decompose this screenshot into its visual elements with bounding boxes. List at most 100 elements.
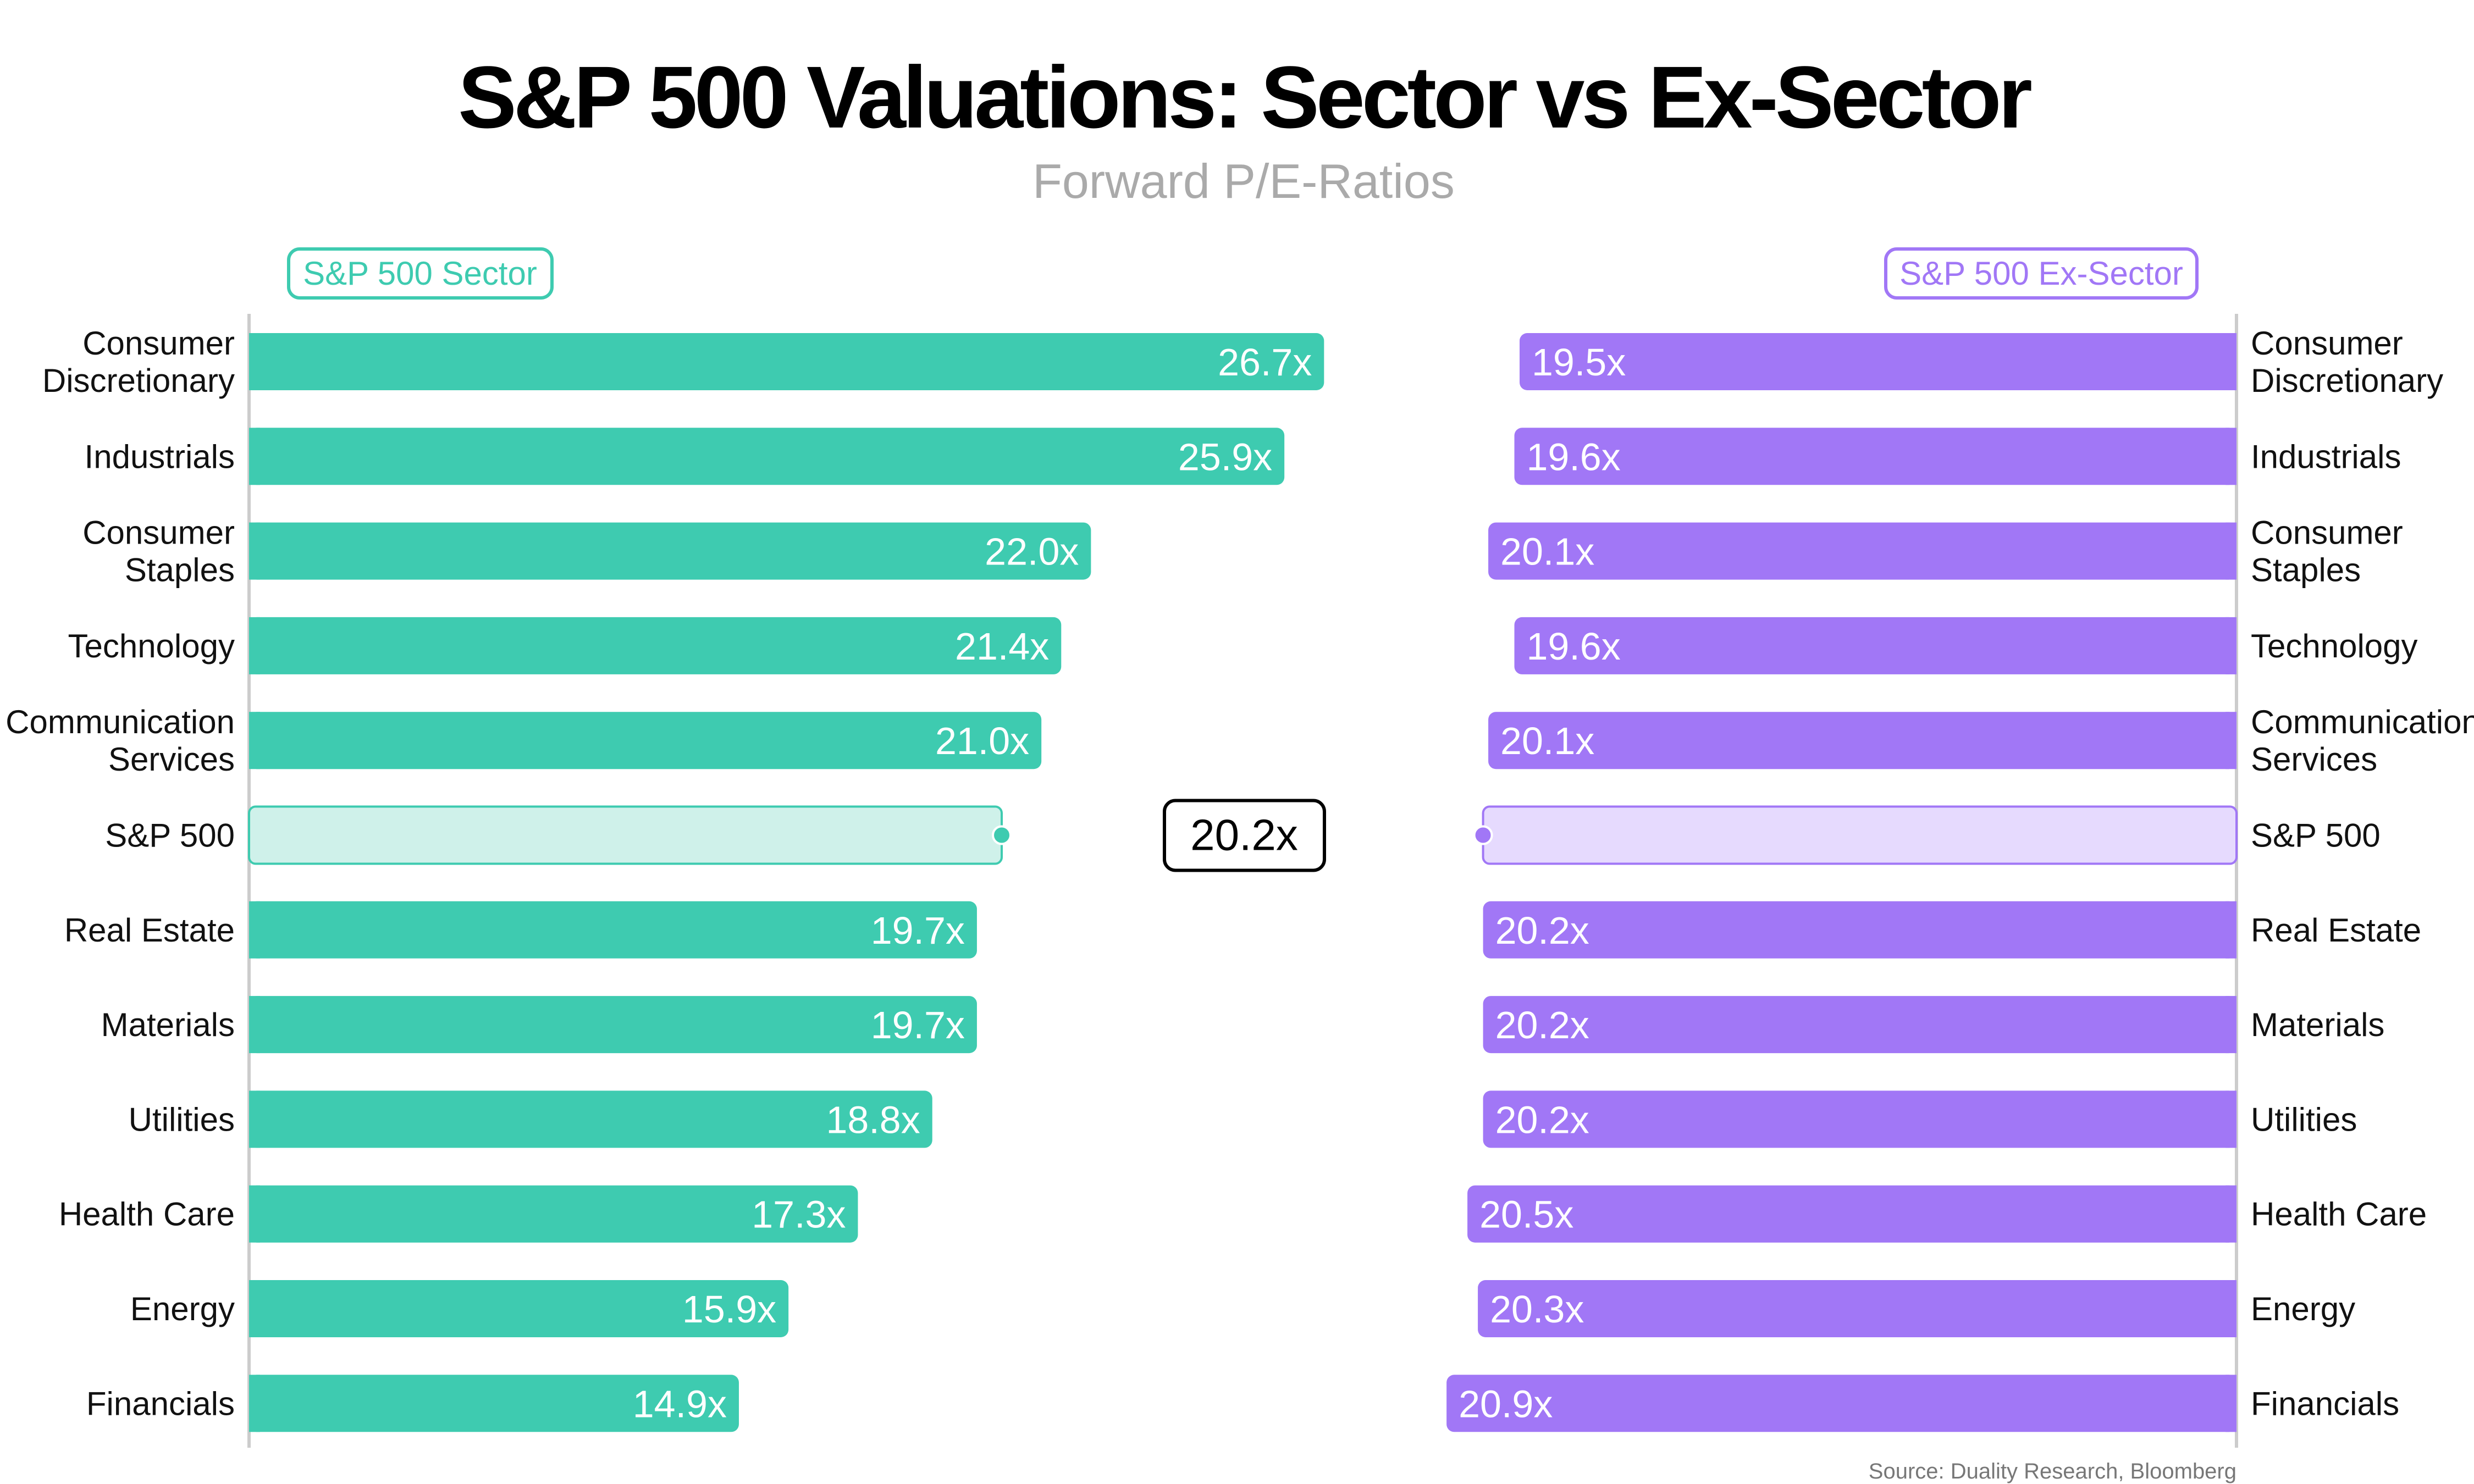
category-label-right: S&P 500 [2251,817,2381,854]
bar-ex-sector-value-label: 20.2x [1495,909,1589,952]
bar-sector [249,428,1285,485]
bar-ex-sector-square-edge [2226,522,2236,580]
bar-sector-value-label: 26.7x [1218,341,1312,384]
bar-ex-sector [1514,428,2236,485]
bar-sector [249,712,1042,769]
bar-ex-sector [1478,1280,2236,1337]
bar-sector-square-edge [249,617,260,674]
bar-ex-sector-benchmark [1482,805,2238,865]
bar-sector-value-label: 21.0x [935,719,1029,762]
category-label-right: Consumer Staples [2251,514,2403,589]
category-label-left: Financials [86,1385,235,1422]
bar-ex-sector-square-edge [2226,617,2236,674]
bar-sector-square-edge [249,1185,260,1243]
bar-ex-sector [1483,996,2236,1054]
category-label-right: Communication Services [2251,704,2474,778]
bar-sector-benchmark [248,805,1003,865]
bar-ex-sector-value-label: 19.6x [1527,625,1621,668]
bar-sector-value-label: 21.4x [955,625,1049,668]
category-label-right: Health Care [2251,1196,2427,1233]
category-label-left: Real Estate [64,912,235,949]
bar-ex-sector-square-edge [2226,901,2236,959]
benchmark-value-box [1163,799,1326,872]
bar-ex-sector-value-label: 19.5x [1532,341,1626,384]
bar-sector [249,996,977,1054]
bar-sector-square-edge [249,712,260,769]
bar-sector [249,333,1324,390]
bar-sector-square-edge [249,1280,260,1337]
legend-sector-badge [287,247,554,300]
bar-ex-sector-square-edge [2226,712,2236,769]
bar-ex-sector-value-label: 20.9x [1459,1382,1553,1425]
legend-sector-label: S&P 500 Sector [303,255,537,292]
chart-subtitle: Forward P/E-Ratios [1032,154,1455,208]
category-label-right: Utilities [2251,1101,2357,1138]
bar-sector-square-edge [249,428,260,485]
source-note: Source: Duality Research, Bloomberg [1869,1459,2236,1483]
bar-ex-sector [1488,712,2236,769]
bar-ex-sector-square-edge [2226,1375,2236,1432]
category-label-right: Real Estate [2251,912,2421,949]
bar-ex-sector-square-edge [2226,1090,2236,1148]
bar-ex-sector-value-label: 20.3x [1490,1288,1584,1331]
bar-sector-value-label: 14.9x [633,1382,727,1425]
bar-sector [249,1280,789,1337]
bar-sector-square-edge [249,901,260,959]
category-label-right: Financials [2251,1385,2399,1422]
bar-ex-sector-square-edge [2226,996,2236,1054]
bar-ex-sector-square-edge [2226,428,2236,485]
bar-sector-value-label: 22.0x [985,530,1079,573]
category-label-right: Consumer Discretionary [2251,325,2443,399]
category-label-left: Energy [130,1291,235,1327]
chart-title: S&P 500 Valuations: Sector vs Ex-Sector [458,48,2031,146]
bar-sector-square-edge [249,1375,260,1432]
category-label-left: Technology [68,628,235,665]
category-label-left: Consumer Discretionary [42,325,235,399]
bar-ex-sector-value-label: 19.6x [1527,435,1621,478]
bar-ex-sector-square-edge [2226,333,2236,390]
bar-sector [249,901,977,959]
bar-sector-value-label: 19.7x [871,909,965,952]
bar-sector-value-label: 15.9x [682,1288,776,1331]
bar-ex-sector-value-label: 20.5x [1479,1193,1573,1236]
benchmark-marker-right [1473,825,1493,845]
bar-ex-sector-value-label: 20.2x [1495,1098,1589,1141]
bar-sector-square-edge [249,996,260,1054]
legend-ex-sector-label: S&P 500 Ex-Sector [1899,255,2183,292]
bar-ex-sector-value-label: 20.1x [1500,719,1594,762]
bar-ex-sector [1483,901,2236,959]
category-label-right: Industrials [2251,438,2401,475]
bar-sector-value-label: 18.8x [826,1098,920,1141]
category-label-left: Health Care [59,1196,235,1233]
bar-ex-sector-square-edge [2226,1185,2236,1243]
bar-ex-sector [1514,617,2236,674]
benchmark-marker-left [992,825,1012,845]
benchmark-value-label: 20.2x [1190,811,1298,860]
bar-ex-sector [1483,1090,2236,1148]
bar-ex-sector [1446,1375,2236,1432]
category-label-left: Consumer Staples [82,514,235,589]
bar-ex-sector-value-label: 20.2x [1495,1004,1589,1046]
bar-sector-square-edge [249,333,260,390]
bar-ex-sector [1467,1185,2236,1243]
bars: Consumer Discretionary Consumer Discretiona… [5,325,2474,1432]
bar-sector [249,522,1091,580]
category-label-left: S&P 500 [105,817,235,854]
bar-sector-square-edge [249,1090,260,1148]
bar-sector [249,1185,858,1243]
category-label-right: Materials [2251,1006,2384,1043]
bar-sector-value-label: 25.9x [1178,435,1272,478]
legend-ex-sector: S&P 500 Ex-Sector [1884,247,2199,300]
bar-sector-value-label: 17.3x [752,1193,846,1236]
bar-ex-sector-value-label: 20.1x [1500,530,1594,573]
category-label-right: Energy [2251,1291,2355,1327]
category-label-left: Utilities [129,1101,235,1138]
bar-sector [249,617,1062,674]
bar-ex-sector-square-edge [2226,1280,2236,1337]
bar-sector [249,1090,932,1148]
bar-ex-sector [1488,522,2236,580]
category-label-left: Materials [101,1006,235,1043]
bar-ex-sector [1520,333,2236,390]
bar-sector [249,1375,739,1432]
